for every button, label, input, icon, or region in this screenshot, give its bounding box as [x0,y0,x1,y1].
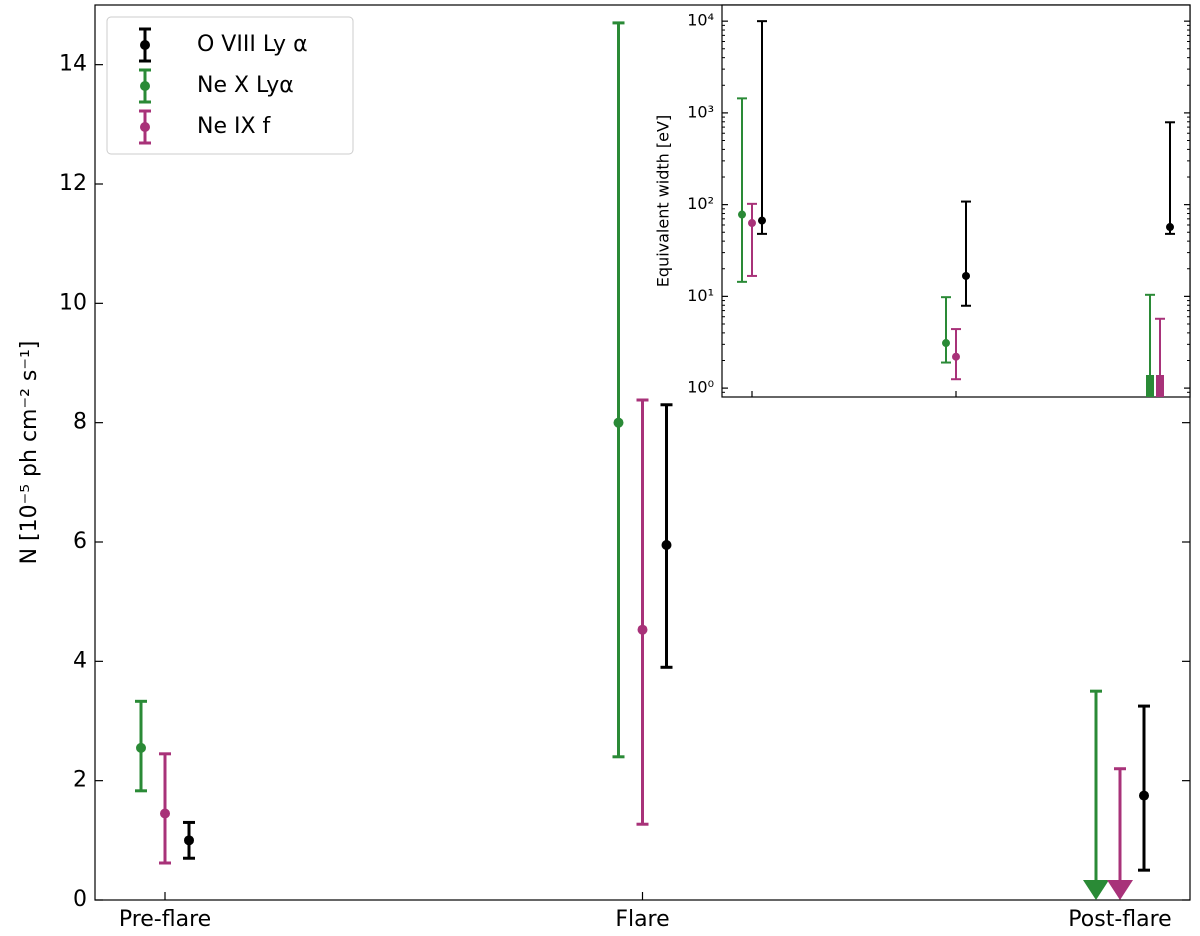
legend-label: Ne X Lyα [197,73,294,98]
point [748,219,756,228]
upper-limit-arrow [1107,880,1133,900]
legend-label: Ne IX f [197,114,272,139]
point [738,210,746,219]
point [1139,790,1149,801]
point [136,742,146,753]
upper-limit-arrow [1083,880,1109,900]
upper-limit-arrow [1146,375,1154,397]
y-tick-label: 2 [73,768,87,793]
y-tick-label: 10 [59,290,87,315]
point [661,539,672,550]
y-tick-label: 12 [59,171,87,196]
x-tick-label: Post-flare [1068,907,1171,932]
upper-limit-arrow [1156,375,1164,397]
y-axis-label: Equivalent width [eV] [654,115,673,287]
point [952,352,960,361]
point [942,339,950,348]
y-tick-label: 10² [687,194,714,213]
y-tick-label: 4 [73,648,87,673]
y-tick-label: 10⁴ [687,11,714,30]
legend-marker [140,81,150,91]
legend-label: O VIII Ly α [197,32,308,57]
point [637,624,648,635]
y-tick-label: 14 [59,52,87,77]
point [1166,223,1174,232]
point [962,271,970,280]
point [613,417,624,428]
y-tick-label: 10³ [687,102,714,121]
x-tick-label: Pre-flare [119,907,211,932]
y-axis-label: N [10⁻⁵ ph cm⁻² s⁻¹] [17,341,42,565]
point [184,835,194,846]
legend-marker [140,40,150,50]
point [160,808,170,819]
y-tick-label: 10⁰ [687,378,714,397]
y-tick-label: 10¹ [687,286,714,305]
y-tick-label: 0 [73,887,87,912]
legend [106,16,354,155]
y-tick-label: 6 [73,529,87,554]
y-tick-label: 8 [73,410,87,435]
point [758,216,766,225]
legend-marker [140,122,150,132]
x-tick-label: Flare [615,907,669,932]
